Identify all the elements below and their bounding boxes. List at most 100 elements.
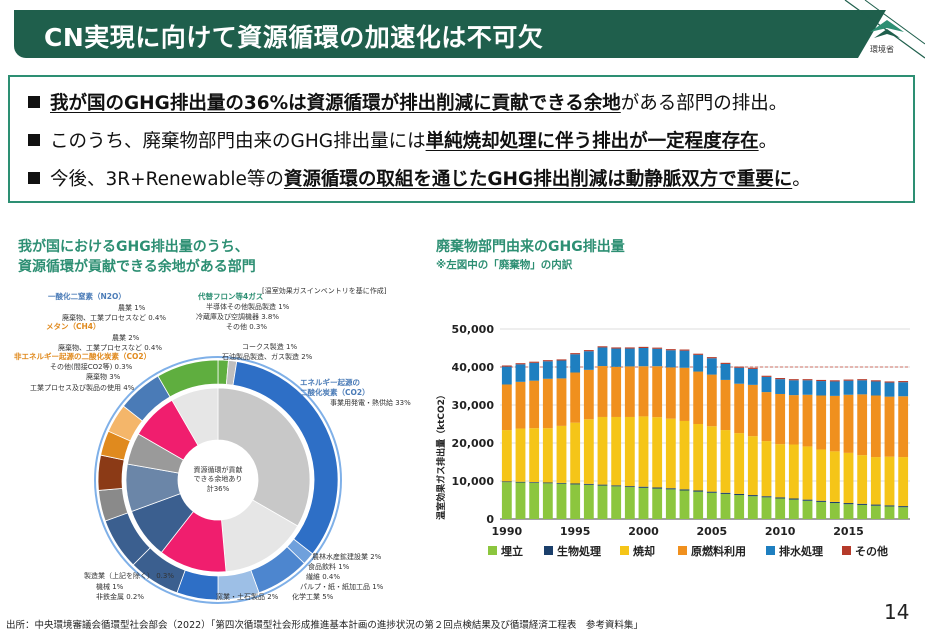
bar-segment — [720, 430, 731, 493]
bar-segment — [706, 492, 717, 519]
label-pulp: パルプ・紙・紙加工品 1% — [300, 582, 384, 591]
bar-segment — [802, 380, 813, 395]
bar-segment — [816, 395, 827, 450]
legend-label: 焼却 — [633, 544, 655, 558]
bar-segment — [515, 381, 526, 429]
category-nonenergy-co2: 非エネルギー起源の二酸化炭素（CO2） — [14, 351, 151, 361]
bar-segment — [734, 493, 745, 496]
bar-segment — [747, 495, 758, 497]
bar-segment — [570, 353, 581, 355]
bar-segment — [665, 367, 676, 419]
bar-segment — [843, 504, 854, 519]
bar-segment — [761, 497, 772, 519]
bar-segment — [570, 422, 581, 484]
bar-segment — [529, 380, 540, 429]
bar-segment — [775, 498, 786, 519]
page-title: CN実現に向けて資源循環の加速化は不可欠 — [44, 23, 544, 52]
bar-segment — [665, 349, 676, 351]
bar-segment — [693, 424, 704, 491]
bar-segment — [857, 379, 868, 381]
legend-swatch — [842, 546, 851, 555]
bar-segment — [898, 457, 909, 507]
bar-segment — [529, 428, 540, 483]
bar-segment — [515, 364, 526, 382]
bar-segment — [570, 354, 581, 373]
bar-segment — [898, 396, 909, 458]
bar-segment — [611, 347, 622, 349]
x-tick-label: 2000 — [628, 525, 659, 538]
summary-line-1: 我が国のGHG排出量の36%は資源循環が排出削減に貢献できる余地がある部門の排出… — [28, 89, 787, 115]
bar-segment — [788, 395, 799, 445]
bar-segment — [665, 489, 676, 519]
bar-segment — [802, 446, 813, 500]
bar-segment — [706, 491, 717, 493]
bar-segment — [788, 499, 799, 519]
bar-segment — [747, 384, 758, 437]
bar-segment — [788, 498, 799, 500]
bar-segment — [884, 382, 895, 397]
category-n2o: 一酸化二窒素（N2O） — [48, 291, 126, 301]
bar-segment — [693, 491, 704, 519]
bar-segment — [665, 418, 676, 489]
bar-segment — [515, 428, 526, 482]
bar-segment — [542, 360, 553, 362]
bar-segment — [624, 366, 635, 417]
bar-segment — [515, 363, 526, 365]
bar-segment — [898, 507, 909, 519]
bar-segment — [829, 503, 840, 519]
summary-box: 我が国のGHG排出量の36%は資源循環が排出削減に貢献できる余地がある部門の排出… — [8, 75, 915, 203]
bar-segment — [734, 433, 745, 494]
bar-segment — [583, 483, 594, 485]
bar-segment — [775, 393, 786, 445]
bar-segment — [570, 483, 581, 485]
bar-segment — [652, 417, 663, 488]
bar-segment — [706, 358, 717, 375]
bar-segment — [652, 488, 663, 519]
bar-segment — [556, 425, 567, 483]
bar-segment — [898, 382, 909, 397]
bar-segment — [611, 348, 622, 367]
bar-segment — [570, 484, 581, 519]
bar-segment — [802, 394, 813, 447]
bar-segment — [761, 376, 772, 393]
bar-segment — [761, 392, 772, 442]
source-note: [温室効果ガスインベントリを基に作成] — [262, 286, 387, 295]
label-industrial: 工業プロセス及び製品の使用 4% — [30, 383, 135, 392]
center-label-1: 資源循環が貢献 — [194, 465, 243, 474]
bar-segment — [816, 379, 827, 382]
bar-segment — [542, 482, 553, 484]
bar-segment — [884, 396, 895, 457]
bar-segment — [529, 482, 540, 483]
x-tick-label: 2010 — [765, 525, 796, 538]
bar-segment — [679, 489, 690, 491]
legend-label: 埋立 — [501, 544, 523, 558]
bar-segment — [870, 504, 881, 506]
bar-segment — [857, 380, 868, 395]
bar-segment — [624, 348, 635, 367]
right-chart-title: 廃棄物部門由来のGHG排出量 — [436, 239, 625, 255]
bar-segment — [652, 348, 663, 367]
bar-segment — [652, 347, 663, 349]
bar-segment — [857, 503, 868, 505]
bar-segment — [597, 485, 608, 519]
label-n2o-ag: 農業 1% — [118, 303, 146, 312]
bar-segment — [611, 486, 622, 519]
label-agri: 農林水産鉱建設業 2% — [312, 552, 382, 561]
bar-segment — [611, 416, 622, 486]
bar-segment — [583, 350, 594, 352]
legend-label: 生物処理 — [557, 544, 601, 558]
bar-segment — [693, 353, 704, 355]
label-fgas-refrigeration: 冷蔵庫及び空調機器 3.8% — [196, 312, 279, 321]
legend-swatch — [678, 546, 687, 555]
bar-segment — [720, 493, 731, 519]
label-manufacturing-other: 製造業（上記を除く） 0.3% — [84, 571, 174, 580]
bar-segment — [884, 456, 895, 506]
bar-segment — [829, 381, 840, 396]
label-ch4-ag: 農業 2% — [112, 333, 140, 342]
label-textile: 繊維 0.4% — [306, 572, 340, 581]
y-axis-label: 温室効果ガス排出量（ktCO2） — [435, 390, 447, 520]
bar-segment — [734, 367, 745, 384]
bar-segment — [720, 379, 731, 431]
label-machinery: 機械 1% — [96, 582, 124, 591]
bar-segment — [501, 384, 512, 431]
